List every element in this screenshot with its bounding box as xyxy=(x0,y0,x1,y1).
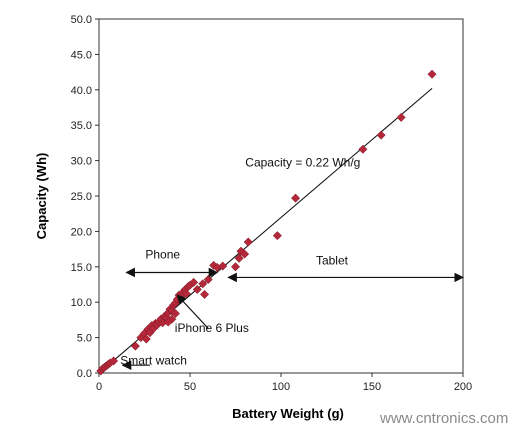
data-point xyxy=(240,249,250,259)
data-point xyxy=(427,69,437,79)
data-point xyxy=(192,284,202,295)
y-tick-label: 20.0 xyxy=(71,226,92,238)
data-point xyxy=(203,274,213,285)
y-tick-label: 10.0 xyxy=(71,297,92,309)
plot-border xyxy=(98,18,464,374)
data-points xyxy=(96,69,437,376)
data-point xyxy=(141,334,151,344)
y-tick-label: 40.0 xyxy=(71,85,92,97)
y-tick-label: 25.0 xyxy=(71,191,92,203)
data-point xyxy=(243,237,253,247)
data-point xyxy=(200,289,210,299)
plot-frame xyxy=(98,18,464,374)
data-point xyxy=(130,341,140,351)
annotation-label: Phone xyxy=(145,247,180,261)
annotation-label: Capacity = 0.22 Wh/g xyxy=(245,155,360,169)
data-point xyxy=(230,262,241,272)
data-point xyxy=(198,279,208,289)
y-tick-label: 5.0 xyxy=(77,333,92,345)
x-tick-label: 0 xyxy=(96,381,102,393)
y-axis-ticks: 0.0 5.0 10.0 15.0 20.0 25.0 30.0 35.0 40.0 45.0 50… xyxy=(71,14,99,380)
data-point xyxy=(272,231,282,241)
x-axis-title: Battery Weight (g) xyxy=(232,406,344,421)
data-point xyxy=(291,193,301,203)
data-point xyxy=(358,144,368,154)
data-point xyxy=(170,308,180,319)
data-point xyxy=(218,261,228,271)
annotation-label: Smart watch xyxy=(120,354,187,368)
x-tick-label: 200 xyxy=(454,381,472,393)
y-axis-title: Capacity (Wh) xyxy=(34,153,49,240)
y-tick-label: 30.0 xyxy=(71,156,92,168)
annotations: Capacity = 0.22 Wh/g Phone Tablet iPhone 6 … xyxy=(120,155,360,367)
data-point xyxy=(189,277,199,287)
data-point xyxy=(376,130,386,140)
annotation-arrow xyxy=(176,294,209,329)
x-tick-label: 150 xyxy=(363,381,381,393)
annotation-label: iPhone 6 Plus xyxy=(175,321,249,335)
data-point xyxy=(109,356,119,366)
watermark-text: www.cntronics.com xyxy=(379,410,508,427)
data-point xyxy=(163,317,173,327)
x-tick-label: 50 xyxy=(184,381,196,393)
y-tick-label: 15.0 xyxy=(71,262,92,274)
x-tick-label: 100 xyxy=(272,381,290,393)
y-tick-label: 35.0 xyxy=(71,120,92,132)
y-tick-label: 50.0 xyxy=(71,14,92,26)
y-tick-label: 0.0 xyxy=(77,368,92,380)
annotation-label: Tablet xyxy=(316,254,349,268)
annotation-arrows xyxy=(121,267,464,371)
x-axis-ticks: 0 50 100 150 200 xyxy=(96,373,472,393)
data-point xyxy=(234,253,244,263)
data-point xyxy=(396,112,406,122)
y-tick-label: 45.0 xyxy=(71,49,92,61)
